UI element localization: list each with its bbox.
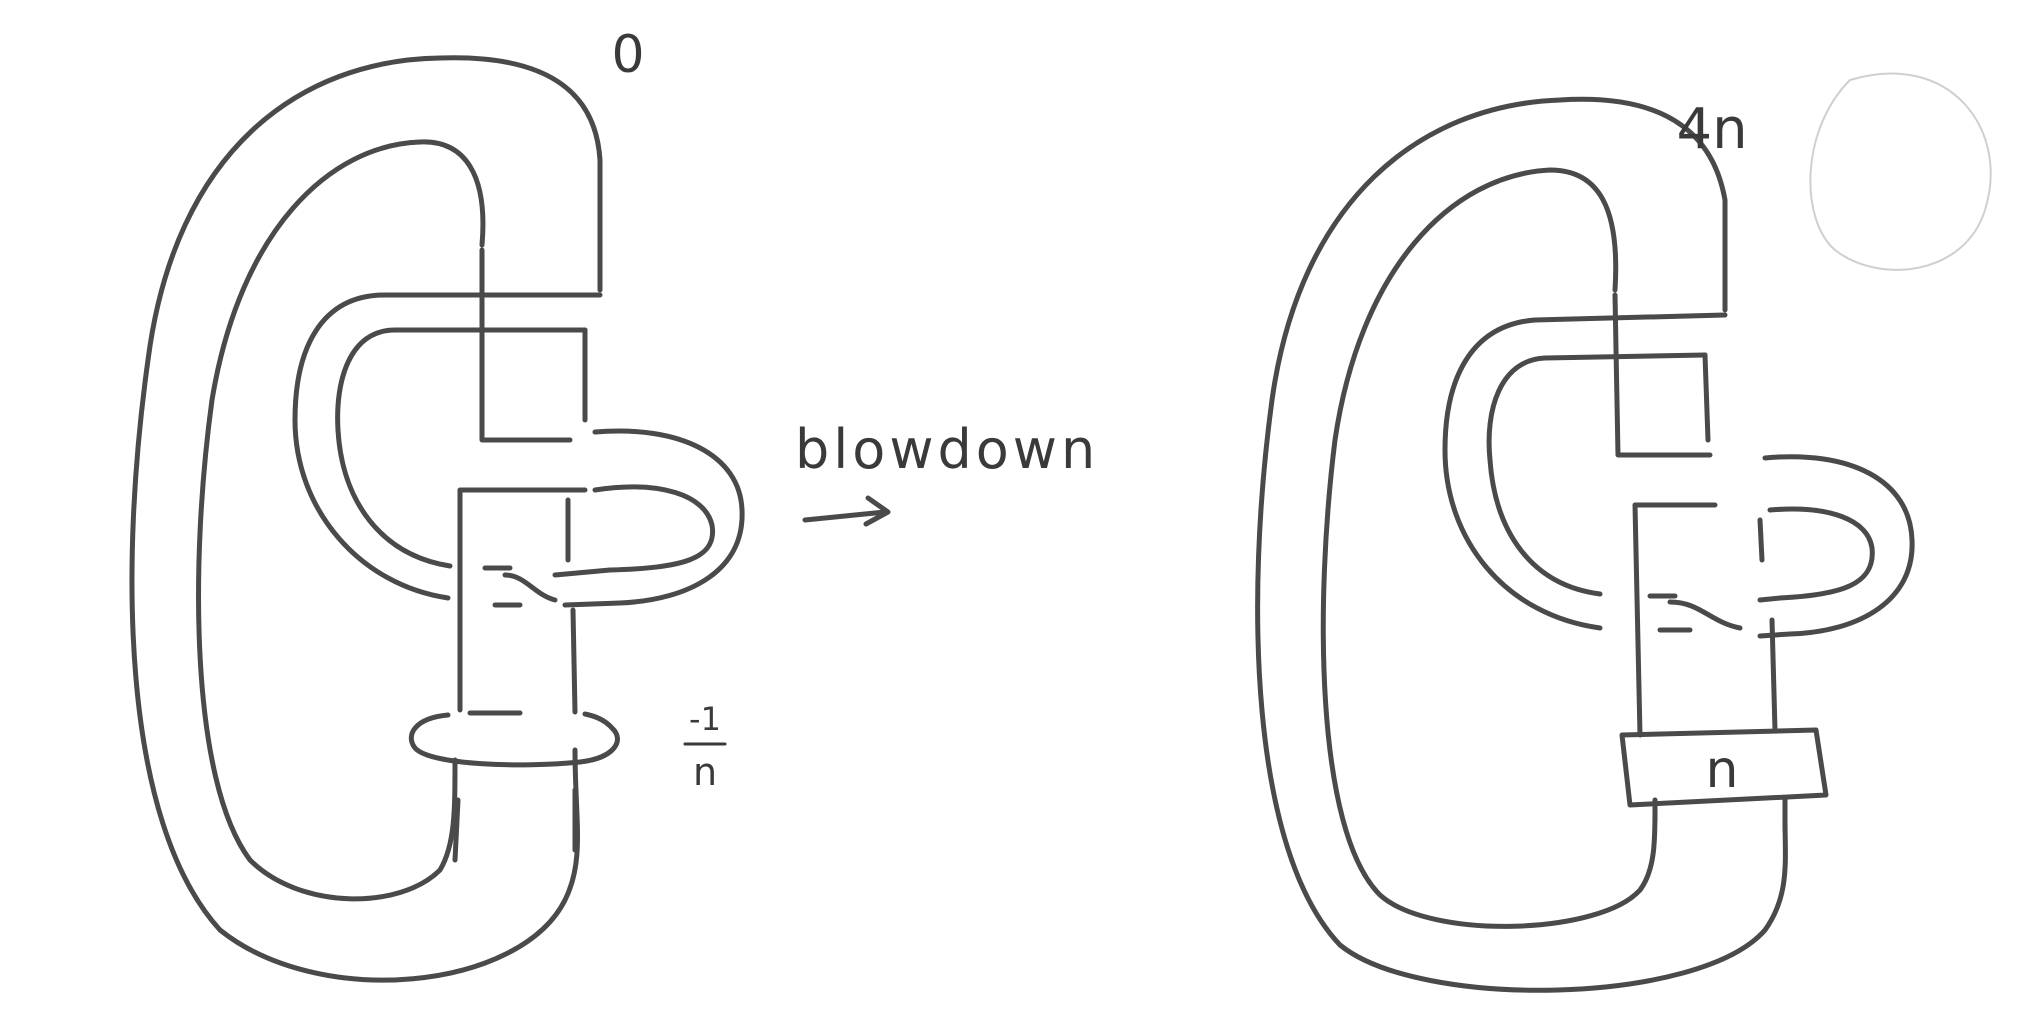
right-vertical-band-right (1702, 352, 1711, 443)
left-inner-band-inner (335, 327, 588, 569)
right-twist-box-label: n (1706, 740, 1739, 800)
right-hook-loop-inner (1757, 506, 1875, 603)
left-crossing-strand (502, 572, 558, 603)
left-framing-label: 0 (611, 25, 644, 85)
left-outer-band-outer (129, 55, 603, 983)
left-meridian-circle (408, 711, 620, 768)
left-surgery-numerator: -1 (689, 700, 721, 738)
right-hook-loop-outer (1757, 454, 1915, 639)
left-vertical-band-left-lower (457, 487, 588, 713)
right-vertical-band-right-mid (1757, 517, 1765, 563)
blowdown-arrow-group: blowdown (795, 418, 1099, 527)
left-inner-band-outer (292, 292, 603, 601)
left-outer-band-inner (196, 139, 486, 902)
right-twist-box (1619, 727, 1829, 808)
left-vertical-band-right-low (570, 607, 578, 715)
left-link-diagram (129, 55, 745, 983)
left-surgery-coefficient: -1 n (683, 700, 727, 794)
left-hook-loop-outer (562, 428, 745, 608)
left-vertical-band-left (479, 247, 573, 443)
right-vertical-band-left-lower (1632, 502, 1718, 738)
right-inner-band-outer (1442, 312, 1728, 631)
left-surgery-denominator: n (693, 750, 717, 794)
faint-smudge-circle (1809, 72, 1992, 271)
right-link-diagram (1255, 96, 1915, 993)
right-inner-band-inner (1486, 352, 1708, 597)
right-crossing-strand (1667, 599, 1743, 631)
right-outer-band-inner (1320, 167, 1658, 929)
left-hook-loop-inner (552, 484, 716, 578)
left-vertical-band-left-bottom (452, 797, 461, 863)
right-outer-band-outer (1255, 96, 1788, 993)
right-framing-label: 4n (1676, 97, 1747, 162)
blowdown-arrow-icon (802, 495, 891, 527)
right-vertical-band-left (1612, 292, 1713, 458)
blowdown-label: blowdown (795, 418, 1099, 481)
right-vertical-band-right-low (1769, 617, 1778, 733)
